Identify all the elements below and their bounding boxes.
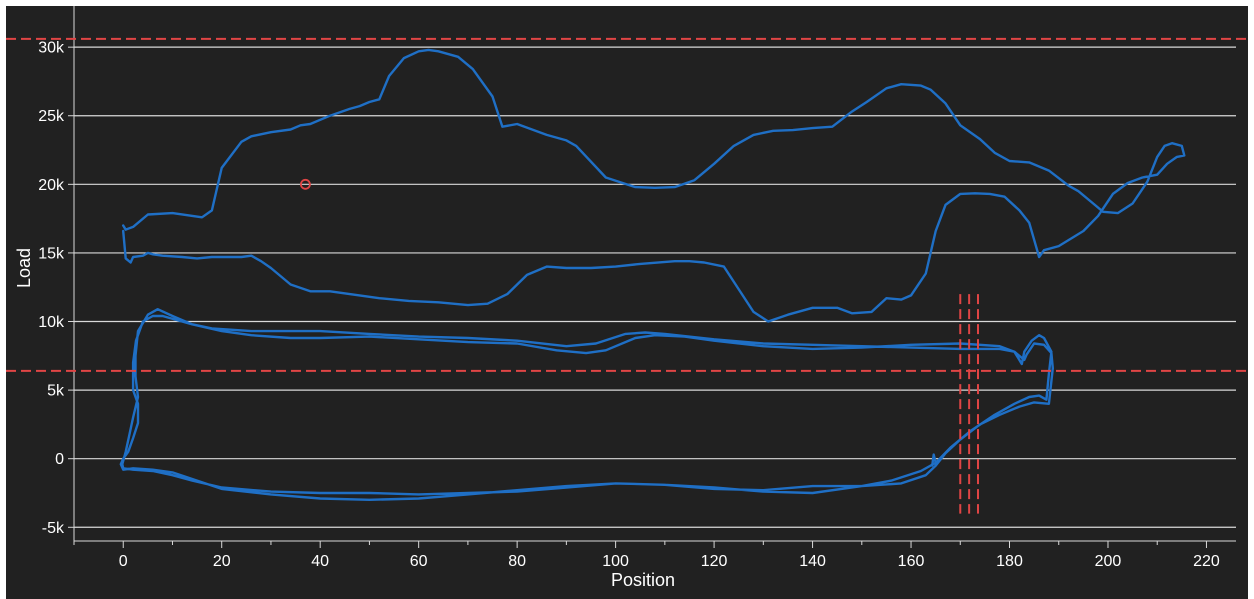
y-tick-label: -5k [42, 520, 65, 537]
x-tick-label: 120 [701, 553, 728, 570]
grid-lines [74, 46, 1236, 528]
y-axis-title: Load [14, 248, 34, 288]
series-line-3 [931, 453, 937, 467]
series-line-2 [119, 308, 1054, 501]
y-tick-label: 30k [38, 40, 65, 57]
chart-plot: -5k 0 5k 10k 15k 20k 25k 30k 0 20 40 60 80 100 120 140 1… [6, 6, 1248, 590]
x-tick-label: 60 [410, 553, 428, 570]
x-tick-label: 220 [1193, 553, 1220, 570]
x-tick-label: 0 [119, 553, 128, 570]
x-tick-label: 20 [213, 553, 231, 570]
axes: -5k 0 5k 10k 15k 20k 25k 30k 0 20 40 60 80 100 120 140 1… [38, 6, 1236, 570]
y-tick-label: 25k [38, 108, 65, 125]
data-series [119, 48, 1186, 501]
x-tick-label: 180 [996, 553, 1023, 570]
marker-point [300, 178, 311, 190]
x-tick-label: 140 [799, 553, 826, 570]
limit-lines [6, 37, 1248, 514]
y-tick-label: 20k [38, 177, 65, 194]
x-tick-label: 80 [508, 553, 526, 570]
x-axis-title: Position [611, 570, 675, 590]
markers [300, 178, 311, 190]
chart-panel: -5k 0 5k 10k 15k 20k 25k 30k 0 20 40 60 80 100 120 140 1… [6, 6, 1248, 599]
y-tick-label: 0 [55, 451, 64, 468]
x-tick-label: 100 [602, 553, 629, 570]
y-tick-label: 10k [38, 314, 65, 331]
y-tick-label: 5k [47, 383, 65, 400]
x-tick-label: 200 [1095, 553, 1122, 570]
series-line-1 [122, 48, 1186, 323]
x-tick-label: 160 [898, 553, 925, 570]
y-tick-label: 15k [38, 245, 65, 262]
x-tick-label: 40 [311, 553, 329, 570]
